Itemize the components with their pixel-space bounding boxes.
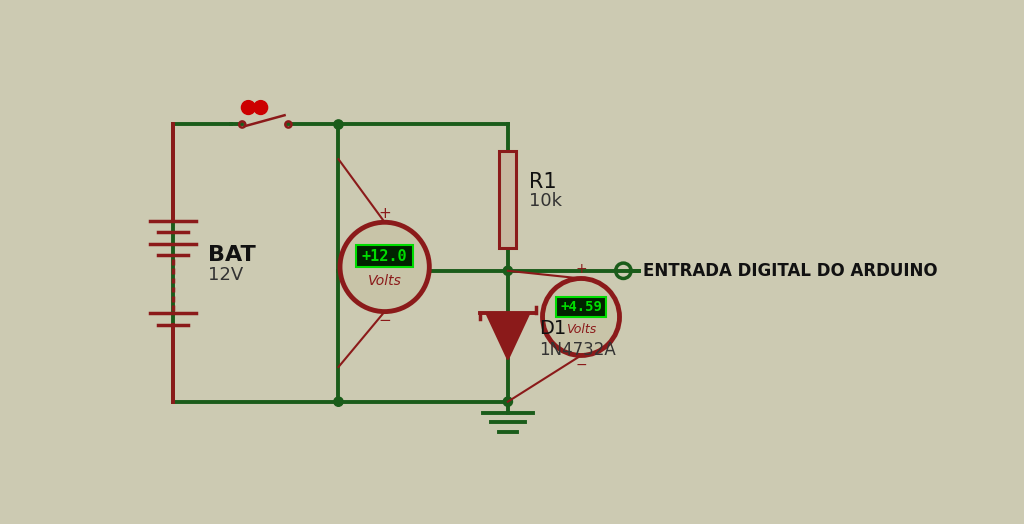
Ellipse shape (340, 222, 429, 312)
Text: D1: D1 (539, 319, 566, 338)
Circle shape (503, 266, 512, 276)
Text: −: − (378, 313, 391, 329)
Text: +: + (575, 262, 587, 276)
FancyBboxPatch shape (556, 297, 605, 317)
Ellipse shape (543, 278, 620, 355)
Circle shape (242, 101, 255, 114)
Text: Volts: Volts (368, 274, 401, 288)
Text: Volts: Volts (566, 323, 596, 336)
FancyBboxPatch shape (500, 151, 516, 248)
Text: −: − (575, 358, 587, 372)
Polygon shape (486, 313, 529, 359)
Circle shape (503, 397, 512, 406)
Text: +12.0: +12.0 (361, 249, 408, 264)
Text: 12V: 12V (208, 266, 243, 283)
Circle shape (334, 120, 343, 129)
Text: 10k: 10k (529, 192, 562, 211)
Text: R1: R1 (529, 172, 557, 192)
Text: BAT: BAT (208, 245, 255, 265)
Text: +4.59: +4.59 (560, 300, 602, 314)
Circle shape (254, 101, 267, 114)
Text: +: + (378, 205, 391, 221)
Text: ENTRADA DIGITAL DO ARDUINO: ENTRADA DIGITAL DO ARDUINO (643, 262, 937, 280)
Circle shape (334, 397, 343, 406)
Text: 1N4732A: 1N4732A (539, 341, 615, 359)
FancyBboxPatch shape (356, 245, 413, 267)
